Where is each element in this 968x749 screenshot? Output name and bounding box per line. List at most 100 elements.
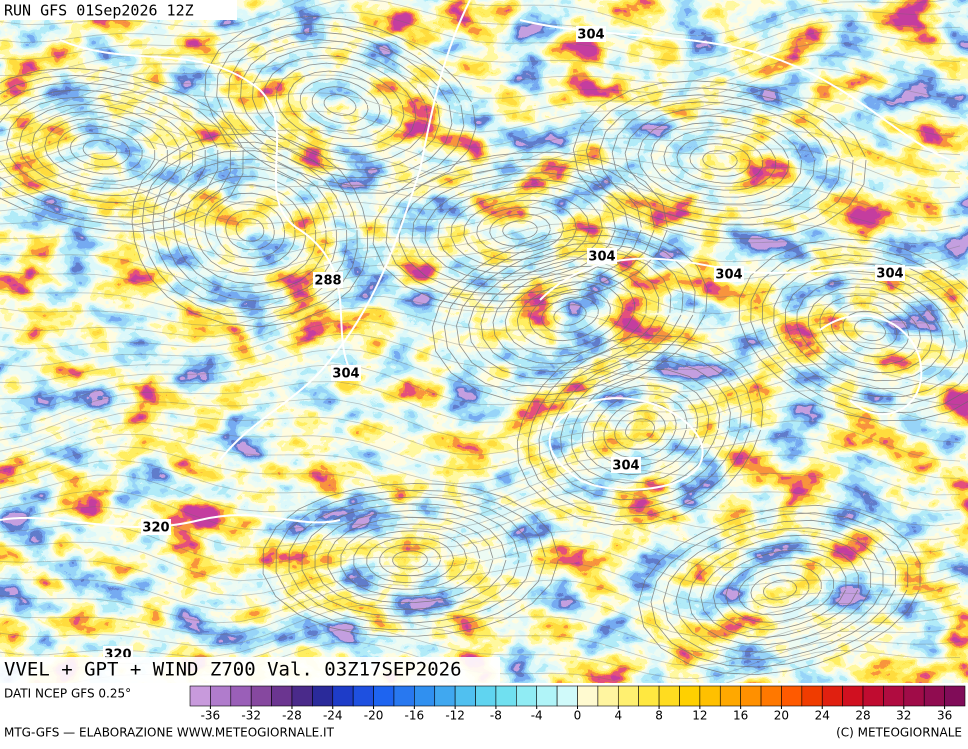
streamline: [0, 222, 961, 274]
streamline: [0, 255, 961, 302]
streamline: [0, 579, 961, 624]
colorbar-tick-label: 36: [937, 709, 952, 723]
streamline: [0, 207, 961, 259]
streamline: [854, 318, 886, 342]
streamline: [0, 375, 961, 429]
streamline: [468, 250, 672, 380]
streamline: [712, 549, 847, 631]
colorbar-swatch: [760, 685, 782, 707]
contour-label: 304: [577, 28, 604, 43]
streamline: [194, 184, 306, 276]
contour-label: 304: [612, 459, 639, 474]
streamline: [603, 401, 677, 459]
colorbar-swatch: [699, 685, 721, 707]
colorbar-swatch: [862, 685, 884, 707]
streamline: [762, 579, 797, 601]
streamline: [0, 67, 961, 120]
title-bar: VVEL + GPT + WIND Z700 Val. 03Z17SEP2026: [0, 657, 500, 683]
streamline: [0, 193, 961, 245]
colorbar-swatch: [373, 685, 395, 707]
streamline: [0, 389, 961, 441]
streamline: [750, 246, 968, 414]
contour-label-box: [587, 248, 617, 264]
streamline: [0, 54, 961, 107]
contour-label-box: [576, 26, 606, 42]
colorbar-tick-label: 4: [614, 709, 622, 723]
streamline: [819, 294, 921, 366]
streamline: [0, 137, 961, 189]
streamline: [570, 376, 710, 484]
streamline: [162, 158, 337, 302]
streamline: [204, 192, 296, 268]
colorbar-swatch: [414, 685, 436, 707]
colorbar-swatch: [352, 685, 374, 707]
streamline: [638, 504, 921, 676]
colorbar-swatch: [495, 685, 517, 707]
colorbar-tick-label: 20: [774, 709, 789, 723]
streamline: [700, 542, 859, 638]
streamline: [831, 302, 910, 358]
colorbar-tick-label: -4: [531, 709, 543, 723]
streamline: [572, 80, 867, 240]
data-source: DATI NCEP GFS 0.25°: [4, 687, 131, 701]
colorbar-swatch: [556, 685, 578, 707]
streamline: [773, 262, 968, 398]
streamline: [323, 94, 357, 116]
contour-label-box: [313, 272, 343, 288]
contour-line: [548, 397, 704, 491]
streamline: [489, 213, 551, 247]
streamline: [463, 199, 577, 261]
colorbar-swatch: [781, 685, 803, 707]
colorbar-tick-label: -28: [282, 709, 302, 723]
streamline: [0, 284, 961, 330]
streamline: [82, 139, 118, 161]
streamline: [842, 310, 898, 350]
streamline: [327, 516, 494, 604]
streamline: [275, 489, 546, 631]
streamline: [0, 404, 961, 456]
streamline: [687, 534, 872, 646]
streamline: [702, 150, 738, 170]
streamline: [527, 342, 753, 517]
contour-label-box: [141, 519, 171, 535]
colorbar-tick-label: 8: [655, 709, 663, 723]
streamline: [663, 519, 896, 661]
streamline: [761, 254, 968, 406]
streamline: [0, 67, 244, 232]
wind-streamlines: [0, 0, 968, 692]
streamline: [450, 192, 590, 268]
streamline: [152, 150, 348, 311]
streamline: [516, 334, 764, 526]
colorbar-swatch: [536, 685, 558, 707]
run-label: RUN GFS 01Sep2026 12Z: [4, 2, 194, 20]
colorbar-swatch: [944, 685, 966, 707]
streamline: [424, 179, 616, 281]
streamline: [750, 572, 810, 608]
contour-label-box: [611, 457, 641, 473]
streamline: [0, 41, 961, 92]
streamline: [301, 503, 520, 617]
contour-label: 320: [142, 521, 169, 536]
colorbar-swatch: [658, 685, 680, 707]
streamline: [31, 111, 168, 189]
streamline: [675, 527, 884, 653]
streamline: [650, 122, 790, 198]
vertical-velocity-field: [0, 0, 968, 683]
streamline: [0, 446, 961, 498]
streamline: [725, 557, 835, 623]
streamline: [611, 101, 828, 219]
streamline: [366, 537, 454, 583]
colorbar-swatch: [740, 685, 762, 707]
streamline: [0, 273, 961, 315]
colorbar-swatch: [434, 685, 456, 707]
streamline: [183, 175, 317, 285]
title-box: [0, 657, 500, 683]
colorbar-swatch: [923, 685, 945, 707]
streamline: [0, 363, 961, 415]
header-box: [0, 0, 237, 20]
streamline: [0, 307, 961, 358]
colorbar-swatch: [230, 685, 252, 707]
colorbar-swatch: [189, 685, 211, 707]
streamline: [784, 270, 956, 390]
streamline: [6, 96, 193, 204]
